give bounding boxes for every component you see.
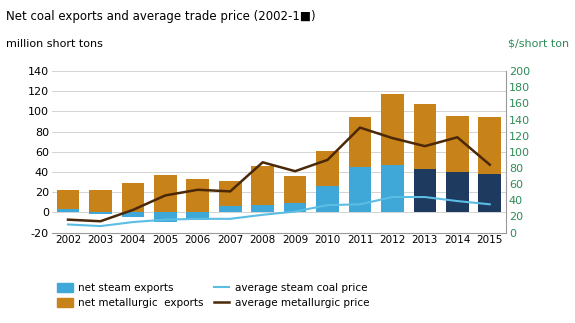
Text: million short tons: million short tons — [6, 39, 102, 49]
Bar — [251, 205, 274, 213]
Text: Net coal exports and average trade price (2002-1■): Net coal exports and average trade price… — [6, 10, 315, 23]
Bar — [283, 203, 306, 213]
Bar — [121, 183, 144, 213]
Bar — [89, 190, 112, 213]
Bar — [316, 186, 339, 213]
Bar — [219, 181, 242, 206]
Bar — [56, 209, 79, 213]
Bar — [446, 117, 469, 172]
Bar — [154, 175, 177, 213]
Bar — [186, 213, 209, 220]
Bar — [446, 172, 469, 213]
Bar — [283, 176, 306, 203]
Bar — [413, 104, 436, 169]
Bar — [381, 165, 404, 213]
Bar — [219, 206, 242, 213]
Bar — [186, 179, 209, 213]
Bar — [478, 118, 501, 174]
Bar — [413, 169, 436, 213]
Legend: net steam exports, net metallurgic  exports, average steam coal price, average m: net steam exports, net metallurgic expor… — [57, 283, 369, 308]
Bar — [381, 94, 404, 165]
Bar — [89, 213, 112, 214]
Text: $/short ton: $/short ton — [508, 39, 569, 49]
Bar — [154, 213, 177, 223]
Bar — [251, 166, 274, 205]
Bar — [316, 151, 339, 186]
Bar — [478, 174, 501, 213]
Bar — [348, 118, 371, 167]
Bar — [348, 167, 371, 213]
Bar — [56, 190, 79, 209]
Bar — [121, 213, 144, 217]
